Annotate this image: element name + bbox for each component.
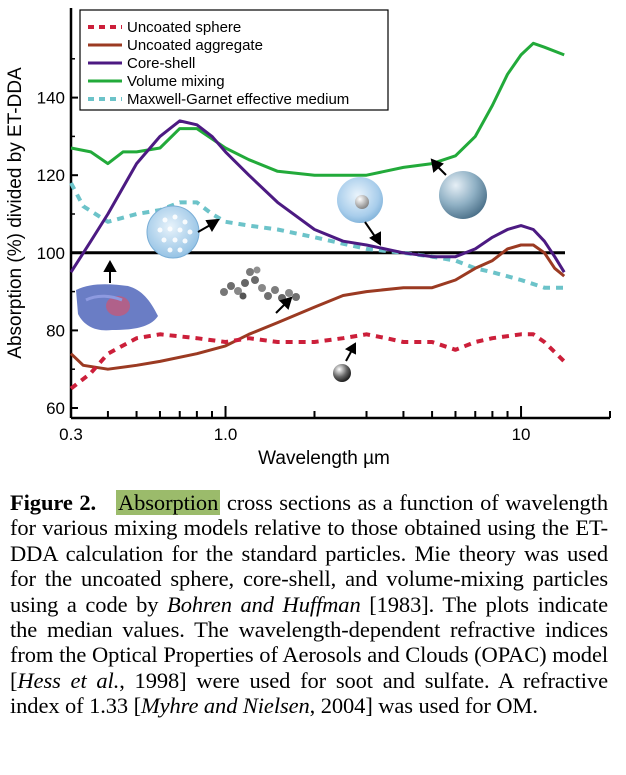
legend-label-core-shell: Core-shell xyxy=(127,55,195,72)
tick-labels: 60 80 100 120 140 0.3 1.0 10 xyxy=(37,89,531,444)
x-axis-title: Wavelength µm xyxy=(258,448,390,469)
series-lines xyxy=(69,41,566,391)
pointer-arrows xyxy=(103,158,447,362)
x-tick-label-10: 10 xyxy=(512,425,531,444)
volume-mixing-particle-illustration xyxy=(439,171,487,219)
caption-text-4: , 2004] was used for OM. xyxy=(309,693,538,719)
caption-text-3: , 1998] were used for soot and sulfate. … xyxy=(10,667,608,719)
x-tick-label-0.3: 0.3 xyxy=(59,425,83,444)
fractal-aggregate-illustration xyxy=(76,284,158,331)
y-axis-title: Absorption (%) divided by ET-DDA xyxy=(5,67,26,359)
x-tick-label-1.0: 1.0 xyxy=(214,425,238,444)
legend-label-volume-mixing: Volume mixing xyxy=(127,73,225,90)
y-tick-label-60: 60 xyxy=(46,399,65,418)
soot-aggregate-illustration xyxy=(220,266,300,302)
figure-caption: Figure 2. Absorption cross sections as a… xyxy=(10,490,608,719)
series-line-uncoated-sphere xyxy=(69,332,566,391)
axis-ticks xyxy=(70,58,611,418)
series-line-core-shell xyxy=(69,119,566,274)
y-tick-label-140: 140 xyxy=(37,89,65,108)
y-tick-label-100: 100 xyxy=(37,244,65,263)
figure-label: Figure 2. xyxy=(10,490,97,515)
series-line-maxwell-garnet-effective-medium xyxy=(69,182,565,290)
legend-box xyxy=(79,9,389,111)
caption-text-1: cross sections as a function of waveleng… xyxy=(10,490,608,617)
legend-label-uncoated-aggregate: Uncoated aggregate xyxy=(127,37,263,54)
series-line-uncoated-aggregate xyxy=(69,243,566,371)
y-tick-label-80: 80 xyxy=(46,321,65,340)
maxwell-garnet-inclusions xyxy=(157,214,193,253)
citation-myhre-nielsen: Myhre and Nielsen xyxy=(140,693,310,719)
series-line-volume-mixing xyxy=(70,41,565,177)
caption-text-2: [1983]. The plots indicate the median va… xyxy=(10,591,608,693)
core-shell-core xyxy=(355,195,369,209)
y-tick-label-120: 120 xyxy=(37,166,65,185)
legend-label-maxwell-garnet: Maxwell-Garnet effective medium xyxy=(127,91,349,108)
citation-hess: Hess et al. xyxy=(17,667,120,693)
legend: Uncoated sphere Uncoated aggregate Core-… xyxy=(79,9,389,111)
highlighted-word[interactable]: Absorption xyxy=(115,490,221,515)
legend-label-uncoated-sphere: Uncoated sphere xyxy=(127,19,241,36)
citation-bohren-huffman: Bohren and Huffman xyxy=(167,591,361,617)
uncoated-sphere-illustration xyxy=(333,364,351,382)
